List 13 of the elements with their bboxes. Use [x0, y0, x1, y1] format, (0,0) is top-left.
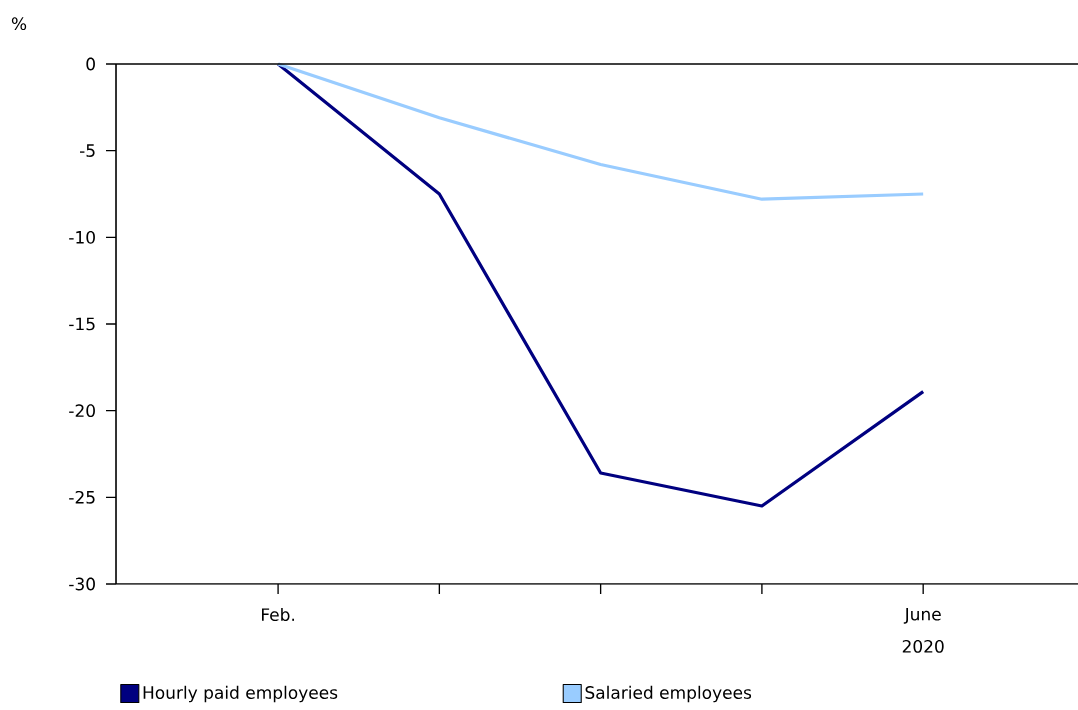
y-tick-label: -20: [69, 404, 95, 418]
text: 2020: [902, 639, 944, 653]
y-tick-label: -15: [69, 317, 95, 331]
x-tick-label: June: [903, 607, 941, 624]
y-tick-label: -25: [69, 490, 95, 504]
x-tick-label: Feb.: [262, 607, 295, 622]
y-tick-label: -5: [79, 144, 95, 157]
y-tick-label: 0: [86, 57, 95, 71]
y-tick-label: -10: [69, 230, 95, 244]
legend-label: Hourly paid employees: [143, 685, 338, 703]
y-tick-label: -30: [69, 577, 95, 591]
legend-label: Salaried employees: [585, 685, 752, 703]
y-axis-title: %: [11, 17, 27, 31]
